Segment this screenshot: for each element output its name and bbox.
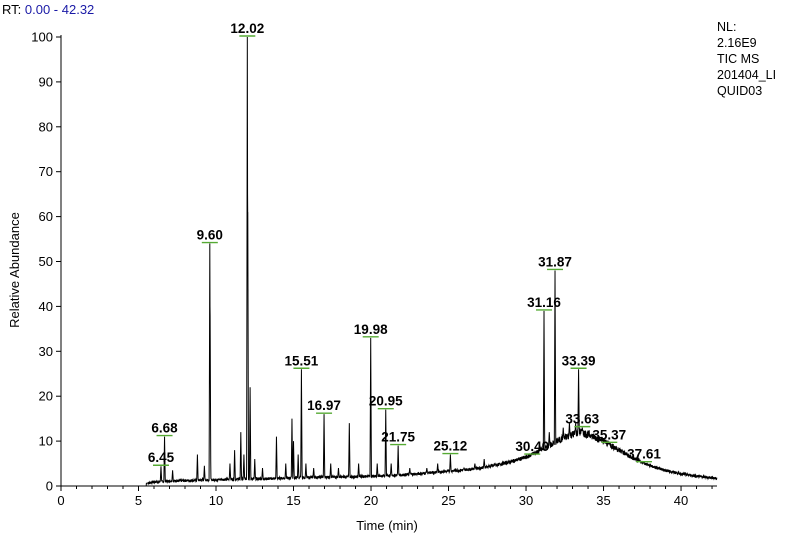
peak-label-text: 35.37 <box>592 427 626 442</box>
file-name-line-1: 201404_LI <box>717 68 777 82</box>
peak-label-text: 25.12 <box>433 439 467 454</box>
x-tick-label: 15 <box>286 493 300 508</box>
peak-label: 37.61 <box>627 447 661 463</box>
peak-label-text: 37.61 <box>627 447 661 462</box>
peak-label: 25.12 <box>433 439 467 455</box>
x-axis-title: Time (min) <box>356 518 418 533</box>
peak-label: 20.95 <box>369 394 403 410</box>
x-tick-label: 25 <box>441 493 455 508</box>
peak-label: 12.02 <box>230 21 264 37</box>
y-tick-label: 60 <box>39 209 53 224</box>
y-tick-label: 10 <box>39 434 53 449</box>
peak-label: 6.45 <box>148 450 175 466</box>
nl-value: 2.16E9 <box>717 36 757 50</box>
rt-range-value: 0.00 - 42.32 <box>24 2 95 17</box>
peak-label: 35.37 <box>592 427 626 444</box>
y-tick-label: 70 <box>39 164 53 179</box>
peak-label: 6.68 <box>151 421 178 437</box>
peak-label-text: 6.45 <box>148 450 175 465</box>
normalization-info: NL: 2.16E9 TIC MS 201404_LI QUID03 <box>717 19 776 99</box>
x-tick-label: 10 <box>209 493 223 508</box>
file-name-line-2: QUID03 <box>717 84 763 98</box>
peak-label-text: 6.68 <box>151 421 178 436</box>
peak-label: 33.39 <box>562 353 596 369</box>
peak-label-text: 16.97 <box>307 398 341 413</box>
peak-label: 33.63 <box>565 412 600 428</box>
y-tick-label: 0 <box>46 479 53 494</box>
peak-label-text: 31.87 <box>538 254 572 269</box>
x-tick-label: 20 <box>364 493 378 508</box>
peak-label-text: 12.02 <box>230 21 264 36</box>
peak-label: 15.51 <box>285 353 319 369</box>
peak-label: 31.87 <box>538 254 572 271</box>
y-tick-label: 100 <box>31 30 53 45</box>
peak-label: 9.60 <box>197 228 223 244</box>
peak-label: 19.98 <box>354 322 388 338</box>
peak-label: 30.40 <box>515 439 549 455</box>
y-tick-label: 50 <box>39 254 53 269</box>
peak-label-text: 33.63 <box>565 412 599 427</box>
x-tick-label: 5 <box>135 493 142 508</box>
peak-label-text: 20.95 <box>369 394 403 409</box>
peak-label-text: 33.39 <box>562 353 596 368</box>
rt-range-key: RT: <box>2 2 22 17</box>
peak-label-text: 9.60 <box>197 228 223 243</box>
peak-labels: 6.45 6.68 9.60 12.02 15.51 16.97 19.98 20.95 21.… <box>148 21 661 466</box>
y-axis-ticks: 0 10 20 30 40 50 60 70 80 90 100 <box>31 30 61 494</box>
y-tick-label: 30 <box>39 344 53 359</box>
x-tick-label: 0 <box>57 493 64 508</box>
tic-trace <box>61 36 718 487</box>
peak-label: 21.75 <box>381 430 416 446</box>
peak-label-text: 30.40 <box>515 439 549 454</box>
y-tick-label: 40 <box>39 299 53 314</box>
y-axis-title: Relative Abundance <box>7 212 22 328</box>
peak-label-text: 19.98 <box>354 322 388 337</box>
x-tick-label: 30 <box>519 493 533 508</box>
retention-time-range: RT: 0.00 - 42.32 <box>2 2 94 17</box>
axes <box>60 35 717 487</box>
peak-label: 16.97 <box>307 398 341 414</box>
x-tick-label: 40 <box>674 493 688 508</box>
peak-label-text: 31.16 <box>527 295 561 310</box>
scan-filter: TIC MS <box>717 52 760 66</box>
y-tick-label: 90 <box>39 74 53 89</box>
peak-label-text: 21.75 <box>381 430 415 445</box>
peak-label-text: 15.51 <box>285 353 319 368</box>
nl-key: NL: <box>717 20 737 34</box>
y-tick-label: 20 <box>39 389 53 404</box>
peak-label: 31.16 <box>527 295 561 311</box>
x-axis-ticks: 0 5 10 15 20 25 30 35 40 <box>57 486 713 508</box>
x-tick-label: 35 <box>596 493 610 508</box>
y-tick-label: 80 <box>39 119 53 134</box>
